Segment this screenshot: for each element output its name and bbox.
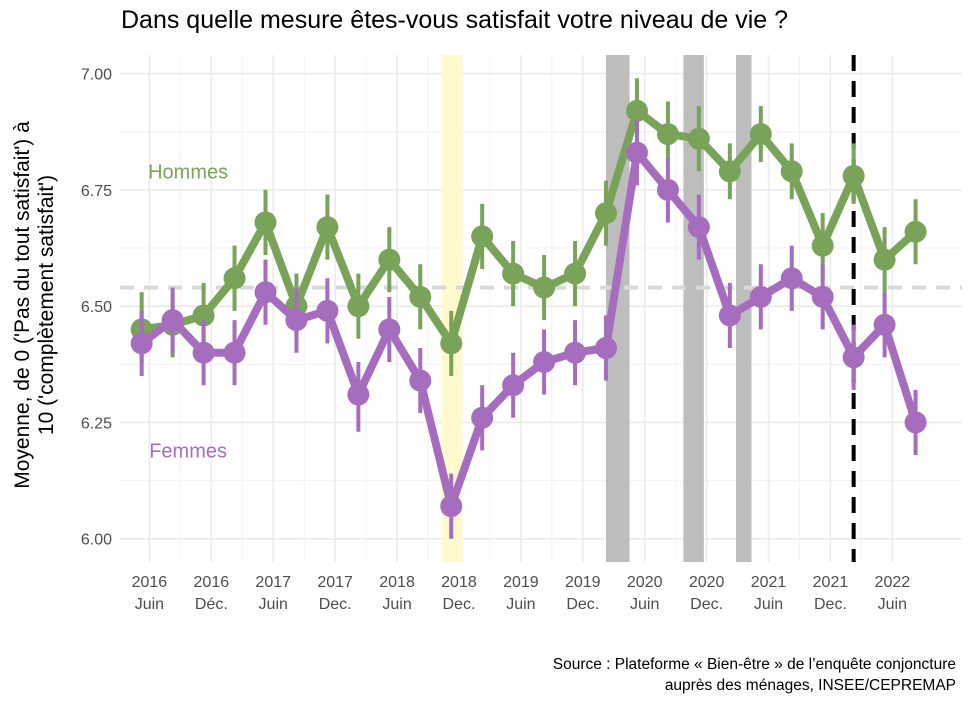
x-tick-label-year: 2018 [441, 574, 477, 591]
data-point [718, 160, 741, 183]
x-tick-label-year: 2016 [194, 574, 230, 591]
source-note: Source : Plateforme « Bien-être » de l’e… [553, 654, 956, 696]
data-point [533, 276, 556, 299]
data-point [192, 304, 215, 327]
data-point [780, 160, 803, 183]
data-point [471, 406, 494, 429]
data-point [625, 99, 648, 122]
x-tick-label-year: 2016 [132, 574, 168, 591]
x-tick-label-period: Dec. [566, 596, 599, 613]
data-point [471, 225, 494, 248]
y-axis-label-line-1: Moyenne, de 0 ('Pas du tout satisfait') … [11, 121, 34, 489]
reference-lines [120, 55, 962, 562]
data-point [564, 341, 587, 364]
data-point [130, 332, 153, 355]
x-tick-label-year: 2018 [379, 574, 415, 591]
shaded-period [683, 55, 704, 562]
data-point [749, 285, 772, 308]
grid-layer [120, 55, 962, 562]
x-tick-label-period: Dec. [443, 596, 476, 613]
data-point [440, 332, 463, 355]
data-point [409, 369, 432, 392]
data-point [873, 248, 896, 271]
x-tick-label-period: Juin [754, 596, 783, 613]
data-point [161, 309, 184, 332]
data-point [687, 127, 710, 150]
data-point [378, 248, 401, 271]
data-point [347, 383, 370, 406]
y-tick-label: 6.75 [81, 183, 112, 200]
series-femmes [130, 120, 927, 539]
data-point [502, 262, 525, 285]
data-point [904, 220, 927, 243]
x-tick-label-year: 2019 [503, 574, 539, 591]
x-tick-label-period: Dec. [814, 596, 847, 613]
axis-layer: 6.00 6.25 6.50 6.75 7.00 2016 Juin 2016 Déc. 2017… [81, 67, 910, 613]
data-point [656, 123, 679, 146]
x-tick-label-year: 2020 [627, 574, 663, 591]
y-axis-label: Moyenne, de 0 ('Pas du tout satisfait') … [11, 121, 58, 489]
x-tick-label-period: Juin [382, 596, 411, 613]
x-tick-label-year: 2022 [875, 574, 911, 591]
y-tick-label: 6.25 [81, 415, 112, 432]
data-point [192, 341, 215, 364]
data-point [595, 202, 618, 225]
data-point [595, 337, 618, 360]
data-point [223, 267, 246, 290]
x-tick-label-year: 2017 [255, 574, 291, 591]
y-tick-label: 6.50 [81, 299, 112, 316]
x-tick-label-year: 2021 [751, 574, 787, 591]
y-axis-label-line-2: 10 ('complètement satisfait') [35, 175, 58, 435]
x-tick-label-year: 2019 [565, 574, 601, 591]
data-point [780, 267, 803, 290]
data-point [687, 216, 710, 239]
x-tick-label-period: Dec. [319, 596, 352, 613]
data-point [656, 178, 679, 201]
data-point [842, 346, 865, 369]
data-point [564, 262, 587, 285]
data-point [347, 295, 370, 318]
data-point [502, 374, 525, 397]
data-point [223, 341, 246, 364]
data-point [378, 318, 401, 341]
series-layer [130, 78, 927, 539]
x-tick-label-period: Dec. [690, 596, 723, 613]
x-tick-label-period: Juin [259, 596, 288, 613]
data-point [718, 304, 741, 327]
x-tick-label-period: Déc. [195, 596, 228, 613]
x-tick-label-period: Juin [506, 596, 535, 613]
x-tick-label-period: Juin [135, 596, 164, 613]
data-point [285, 309, 308, 332]
y-tick-label: 6.00 [81, 532, 112, 549]
x-tick-label-period: Juin [878, 596, 907, 613]
data-point [409, 285, 432, 308]
series-labels: Hommes Femmes [148, 161, 228, 462]
data-point [625, 141, 648, 164]
series-label-hommes: Hommes [148, 161, 228, 183]
data-point [533, 350, 556, 373]
data-point [811, 285, 834, 308]
source-line-2: auprès des ménages, INSEE/CEPREMAP [664, 677, 956, 694]
data-point [749, 123, 772, 146]
data-point [316, 216, 339, 239]
data-point [842, 164, 865, 187]
data-point [440, 495, 463, 518]
x-tick-label-period: Juin [630, 596, 659, 613]
series-label-femmes: Femmes [149, 440, 227, 462]
x-tick-label-year: 2017 [317, 574, 353, 591]
y-tick-label: 7.00 [81, 67, 112, 84]
shaded-period [441, 55, 463, 562]
data-point [254, 281, 277, 304]
x-tick-label-year: 2021 [813, 574, 849, 591]
series-hommes [130, 78, 927, 376]
data-point [904, 411, 927, 434]
data-point [316, 299, 339, 322]
data-point [811, 234, 834, 257]
source-line-1: Source : Plateforme « Bien-être » de l’e… [552, 656, 956, 673]
data-point [254, 211, 277, 234]
data-point [873, 313, 896, 336]
x-tick-label-year: 2020 [689, 574, 725, 591]
chart-title: Dans quelle mesure êtes-vous satisfait v… [121, 6, 789, 34]
